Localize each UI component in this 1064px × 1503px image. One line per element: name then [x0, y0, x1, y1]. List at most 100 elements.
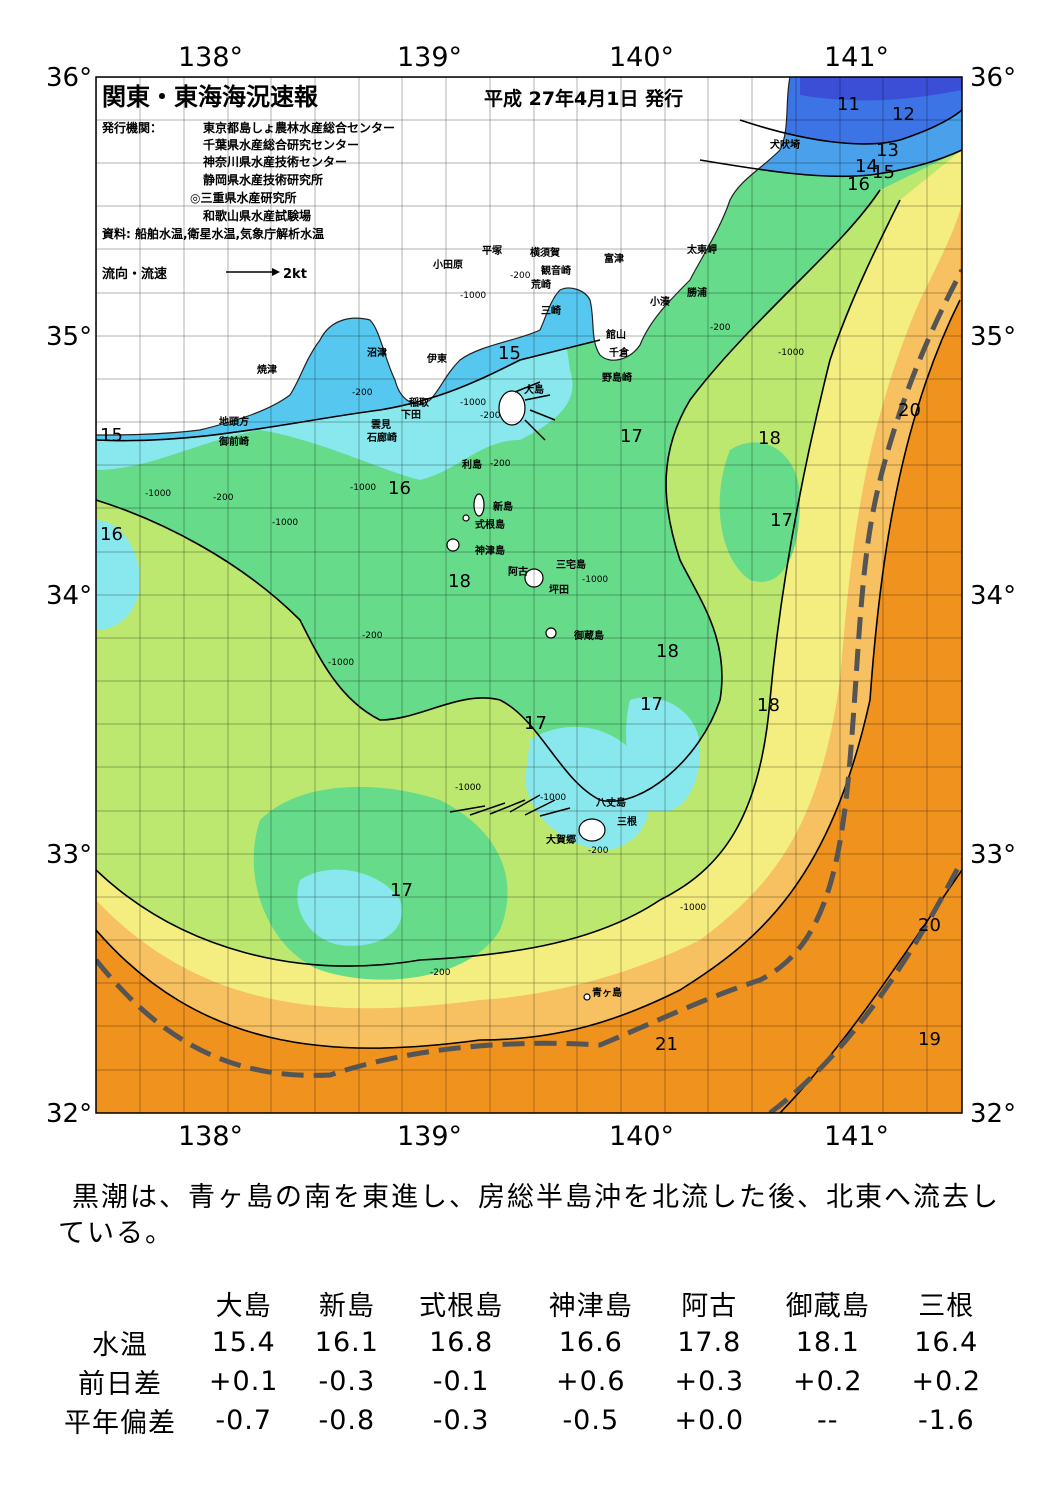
row-label: 水温: [92, 1330, 148, 1361]
legend-scale: 2kt: [283, 267, 307, 282]
depth-label: -200: [480, 411, 501, 421]
depth-label: -1000: [778, 348, 804, 358]
table-header-row: 大島 新島 式根島 神津島 阿古 御蔵島 三根: [50, 1284, 1000, 1323]
lat-tick: 34°: [46, 581, 92, 611]
publisher: 静岡県水産技術研究所: [203, 172, 323, 187]
row-label: 前日差: [78, 1369, 162, 1400]
isotherm-label: 17: [620, 426, 643, 447]
depth-label: -1000: [272, 518, 298, 528]
table-cell: -0.7: [215, 1405, 273, 1436]
lat-tick: 33°: [970, 840, 1016, 870]
isotherm-label: 18: [448, 571, 471, 592]
depth-label: -1000: [582, 575, 608, 585]
map-frame: [95, 76, 963, 1114]
place-name: 伊東: [426, 352, 447, 365]
lat-lon-grid: [96, 77, 962, 1113]
table-cell: -0.3: [432, 1405, 490, 1436]
depth-label: -200: [213, 493, 234, 503]
data-source: 資料: 船舶水温,衛星水温,気象庁解析水温: [102, 226, 324, 241]
isotherm-label: 17: [524, 713, 547, 734]
table-cell: -1.6: [917, 1405, 975, 1436]
isotherm-lines: [96, 109, 962, 1113]
isotherm-label: 15: [498, 343, 521, 364]
row-label: 平年偏差: [64, 1408, 176, 1439]
publisher: 和歌山県水産試験場: [202, 208, 311, 223]
table-cell: -0.3: [318, 1366, 376, 1397]
station-header: 三根: [918, 1291, 975, 1322]
place-name: 富津: [604, 252, 624, 265]
issue-date: 平成 27年4月1日 発行: [484, 87, 683, 110]
lon-tick: 140°: [609, 1121, 674, 1152]
lat-ticks-right: 36° 35° 34° 33° 32°: [970, 63, 1016, 1129]
place-name: 坪田: [549, 583, 569, 596]
observation-table: 大島 新島 式根島 神津島 阿古 御蔵島 三根 水温 15.4 16.1 16.…: [50, 1284, 1000, 1440]
map-title: 関東・東海海況速報: [102, 83, 319, 111]
summary-text: 黒潮は、青ヶ島の南を東進し、房総半島沖を北流した後、北東へ流去している。: [58, 1180, 1018, 1252]
place-name: 小田原: [432, 258, 463, 271]
lat-ticks-left: 36° 35° 34° 33° 32°: [46, 63, 92, 1129]
publisher: 東京都島しょ農林水産総合センター: [203, 120, 395, 135]
place-name: 大賀郷: [546, 833, 576, 846]
table-cell: +0.1: [208, 1366, 279, 1397]
depth-label: -200: [710, 323, 731, 333]
table-cell: 15.4: [211, 1327, 276, 1358]
place-name: 荒崎: [530, 278, 551, 291]
table-cell: -0.8: [318, 1405, 376, 1436]
depth-labels: -200 -1000 -200 -1000 -200 -200 -1000 -1…: [145, 271, 804, 978]
table-cell: 17.8: [677, 1327, 742, 1358]
isotherm-label: 17: [640, 694, 663, 715]
depth-label: -1000: [350, 483, 376, 493]
station-header: 大島: [215, 1291, 272, 1322]
table-cell: --: [817, 1405, 839, 1436]
publisher: 神奈川県水産技術センター: [203, 154, 347, 169]
place-name: 下田: [401, 409, 421, 421]
table-cell: +0.2: [793, 1366, 863, 1397]
isotherm-label: 21: [655, 1034, 678, 1055]
island-kozushima: [446, 538, 460, 552]
place-name: 三根: [617, 815, 637, 828]
isotherm-labels: 11 12 13 14 15 16 15 15 17 18 16 16 17 1…: [100, 94, 941, 1055]
lon-tick: 139°: [397, 42, 462, 73]
place-name: 青ヶ島: [592, 986, 622, 999]
place-name: 三宅島: [556, 558, 586, 571]
table-cell: -0.1: [432, 1366, 490, 1397]
kuroshio-axis: [96, 268, 962, 1078]
depth-label: -200: [430, 968, 451, 978]
place-name: 勝浦: [687, 286, 707, 299]
kuroshio-axis-branch: [768, 858, 962, 1113]
legend-arrow-head: [272, 268, 280, 276]
publisher: 千葉県水産総合研究センター: [203, 137, 359, 152]
depth-label: -1000: [540, 793, 566, 803]
station-header: 新島: [318, 1291, 375, 1322]
isotherm-label: 15: [100, 425, 123, 446]
isotherm-label: 16: [388, 478, 411, 499]
depth-label: -1000: [328, 658, 354, 668]
current-vectors: [449, 381, 571, 817]
isotherm-label: 13: [876, 140, 899, 161]
isotherm-label: 17: [770, 510, 793, 531]
corner-cell: [50, 1284, 190, 1323]
place-name: 野島崎: [602, 371, 632, 384]
depth-label: -1000: [680, 903, 706, 913]
depth-label: -200: [490, 459, 511, 469]
place-name: 館山: [605, 328, 626, 341]
station-header: 御蔵島: [785, 1291, 870, 1322]
isotherm-label: 20: [918, 915, 941, 936]
place-name: 小湊: [649, 295, 671, 308]
place-labels: 犬吠埼 太東岬 勝浦 小湊 富津 館山 千倉 野島崎 横須賀 観音崎 平塚 荒崎…: [218, 138, 800, 999]
table-cell: +0.2: [911, 1366, 982, 1397]
isotherm-label: 14: [855, 156, 878, 177]
table-row: 平年偏差 -0.7 -0.8 -0.3 -0.5 +0.0 -- -1.6: [50, 1401, 1000, 1440]
depth-label: -1000: [460, 291, 486, 301]
depth-label: -1000: [145, 489, 171, 499]
lon-ticks-bottom: 138° 139° 140° 141°: [178, 1121, 889, 1152]
place-name: 利島: [462, 458, 482, 471]
map-header: 関東・東海海況速報 平成 27年4月1日 発行 発行機関： 東京都島しょ農林水産…: [101, 83, 683, 282]
isotherm-label: 18: [757, 695, 780, 716]
lat-tick: 32°: [46, 1099, 92, 1129]
island-aogashima: [583, 993, 591, 1001]
isotherm-label: 15: [872, 162, 895, 183]
isotherm-label: 19: [918, 1029, 941, 1050]
publisher: ◎三重県水産研究所: [190, 190, 296, 205]
isotherm-label: 16: [847, 174, 870, 195]
